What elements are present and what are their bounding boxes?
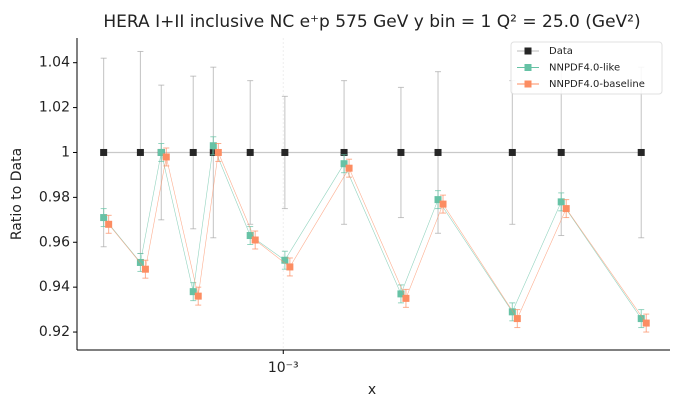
point bbox=[100, 148, 108, 156]
y-tick-label: 0.94 bbox=[39, 279, 70, 295]
y-tick-label: 0.98 bbox=[39, 189, 70, 205]
point bbox=[189, 148, 197, 156]
y-tick-label: 1.04 bbox=[39, 55, 70, 71]
point bbox=[397, 148, 405, 156]
point bbox=[189, 288, 197, 296]
series-line bbox=[103, 144, 642, 319]
point bbox=[402, 294, 410, 302]
point bbox=[434, 148, 442, 156]
legend-marker bbox=[524, 80, 532, 88]
point bbox=[513, 315, 521, 323]
point bbox=[136, 258, 144, 266]
point bbox=[562, 205, 570, 213]
point bbox=[209, 142, 217, 150]
y-tick-label: 0.92 bbox=[39, 324, 70, 340]
point bbox=[281, 256, 289, 264]
point bbox=[557, 198, 565, 206]
point bbox=[100, 214, 108, 222]
y-axis-label: Ratio to Data bbox=[9, 148, 25, 240]
point bbox=[157, 148, 165, 156]
y-tick-label: 1.02 bbox=[39, 100, 70, 116]
point bbox=[508, 308, 516, 316]
point bbox=[397, 290, 405, 298]
point bbox=[286, 263, 294, 271]
y-tick-label: 0.96 bbox=[39, 234, 70, 250]
point bbox=[508, 148, 516, 156]
x-tick-label: 10⁻³ bbox=[268, 360, 299, 376]
point bbox=[642, 319, 650, 327]
legend-marker bbox=[524, 47, 532, 55]
point bbox=[246, 232, 254, 240]
legend-label: NNPDF4.0-like bbox=[549, 63, 620, 74]
point bbox=[345, 164, 353, 172]
chart-title: HERA I+II inclusive NC e⁺p 575 GeV y bin… bbox=[103, 12, 640, 32]
point bbox=[281, 148, 289, 156]
point bbox=[136, 148, 144, 156]
point bbox=[439, 200, 447, 208]
point bbox=[340, 148, 348, 156]
point bbox=[251, 236, 259, 244]
point bbox=[214, 148, 222, 156]
point bbox=[194, 292, 202, 300]
x-axis-label: x bbox=[368, 382, 376, 398]
series-line bbox=[108, 151, 647, 324]
legend-label: NNPDF4.0-baseline bbox=[549, 79, 645, 90]
legend-label: Data bbox=[549, 46, 573, 57]
point bbox=[162, 153, 170, 161]
point bbox=[246, 148, 254, 156]
point bbox=[637, 315, 645, 323]
point bbox=[557, 148, 565, 156]
point bbox=[434, 196, 442, 204]
point bbox=[105, 220, 113, 228]
point bbox=[340, 160, 348, 168]
y-tick-label: 1 bbox=[61, 144, 70, 160]
point bbox=[141, 265, 149, 273]
legend-box bbox=[510, 41, 663, 95]
legend-marker bbox=[524, 64, 532, 71]
point bbox=[637, 148, 645, 156]
